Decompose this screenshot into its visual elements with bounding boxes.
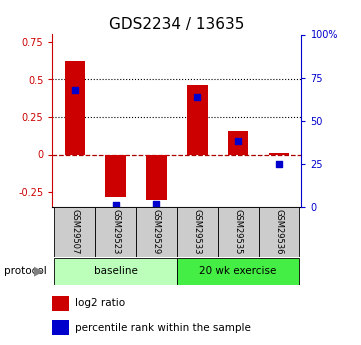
Point (195, 94, 200, 99)
Bar (177, 207, 218, 257)
Bar (95, 207, 136, 257)
Bar (55, 207, 95, 257)
Bar (258, 207, 299, 257)
Point (235, 139, 241, 144)
Point (153, 201, 159, 206)
Point (113, 203, 118, 208)
Bar (269, 153, 289, 155)
Bar (52, 296, 69, 311)
Text: GSM29529: GSM29529 (152, 209, 161, 255)
Text: GSM29533: GSM29533 (193, 209, 202, 255)
Text: baseline: baseline (94, 266, 138, 276)
Bar (65, 61, 85, 155)
Text: GSM29507: GSM29507 (70, 209, 79, 255)
Bar (146, 155, 167, 199)
Bar (136, 207, 177, 257)
Bar (177, 258, 299, 285)
Point (72, 87, 78, 92)
Text: percentile rank within the sample: percentile rank within the sample (74, 323, 251, 333)
Bar (187, 86, 208, 155)
Text: protocol: protocol (4, 266, 46, 276)
Point (276, 161, 282, 167)
Bar (218, 207, 258, 257)
Bar (55, 258, 177, 285)
Bar (52, 320, 69, 335)
Text: log2 ratio: log2 ratio (74, 298, 125, 308)
Title: GDS2234 / 13635: GDS2234 / 13635 (109, 17, 245, 32)
Text: GSM29536: GSM29536 (274, 209, 283, 255)
Text: GSM29523: GSM29523 (111, 209, 120, 255)
Bar (228, 130, 248, 155)
Text: GSM29535: GSM29535 (234, 209, 243, 255)
Text: 20 wk exercise: 20 wk exercise (200, 266, 277, 276)
Text: ▶: ▶ (34, 265, 44, 278)
Bar (105, 155, 126, 197)
